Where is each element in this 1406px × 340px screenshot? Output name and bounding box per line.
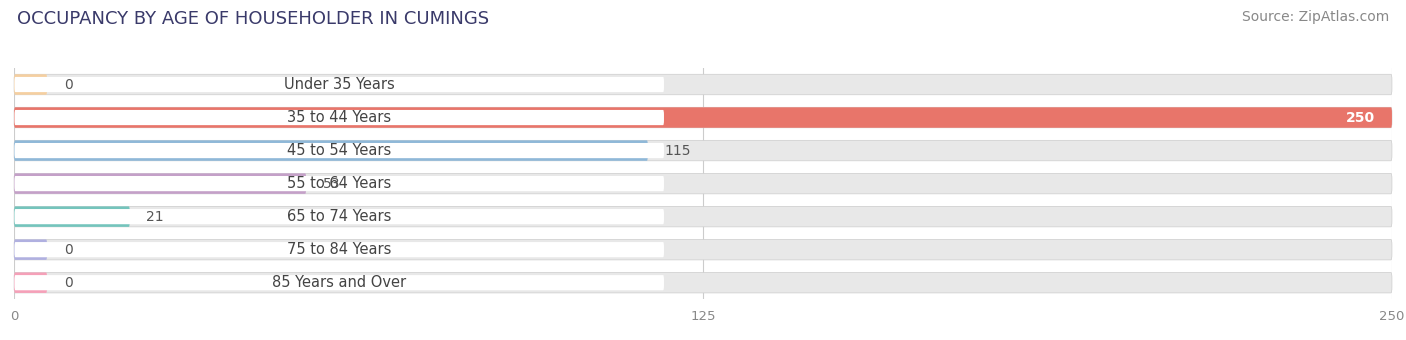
Text: 85 Years and Over: 85 Years and Over <box>273 275 406 290</box>
FancyBboxPatch shape <box>14 173 307 194</box>
Text: 0: 0 <box>63 78 73 91</box>
FancyBboxPatch shape <box>14 107 1392 128</box>
FancyBboxPatch shape <box>14 110 664 125</box>
Text: 35 to 44 Years: 35 to 44 Years <box>287 110 391 125</box>
Text: Source: ZipAtlas.com: Source: ZipAtlas.com <box>1241 10 1389 24</box>
FancyBboxPatch shape <box>14 176 664 191</box>
Text: OCCUPANCY BY AGE OF HOUSEHOLDER IN CUMINGS: OCCUPANCY BY AGE OF HOUSEHOLDER IN CUMIN… <box>17 10 489 28</box>
FancyBboxPatch shape <box>14 275 664 290</box>
Text: 75 to 84 Years: 75 to 84 Years <box>287 242 391 257</box>
FancyBboxPatch shape <box>14 77 664 92</box>
FancyBboxPatch shape <box>14 239 48 260</box>
FancyBboxPatch shape <box>14 206 129 227</box>
FancyBboxPatch shape <box>14 239 1392 260</box>
Text: 65 to 74 Years: 65 to 74 Years <box>287 209 391 224</box>
FancyBboxPatch shape <box>14 140 1392 161</box>
Text: Under 35 Years: Under 35 Years <box>284 77 395 92</box>
FancyBboxPatch shape <box>14 74 48 95</box>
Text: 0: 0 <box>63 276 73 290</box>
Text: 0: 0 <box>63 243 73 257</box>
Text: 115: 115 <box>665 143 690 157</box>
FancyBboxPatch shape <box>14 74 1392 95</box>
FancyBboxPatch shape <box>14 173 1392 194</box>
FancyBboxPatch shape <box>14 140 648 161</box>
FancyBboxPatch shape <box>14 272 48 293</box>
FancyBboxPatch shape <box>14 143 664 158</box>
FancyBboxPatch shape <box>14 209 664 224</box>
Text: 21: 21 <box>146 210 165 224</box>
Text: 55 to 64 Years: 55 to 64 Years <box>287 176 391 191</box>
Text: 250: 250 <box>1347 110 1375 124</box>
FancyBboxPatch shape <box>14 107 1392 128</box>
FancyBboxPatch shape <box>14 242 664 257</box>
FancyBboxPatch shape <box>14 272 1392 293</box>
FancyBboxPatch shape <box>14 206 1392 227</box>
Text: 53: 53 <box>323 176 340 191</box>
Text: 45 to 54 Years: 45 to 54 Years <box>287 143 391 158</box>
